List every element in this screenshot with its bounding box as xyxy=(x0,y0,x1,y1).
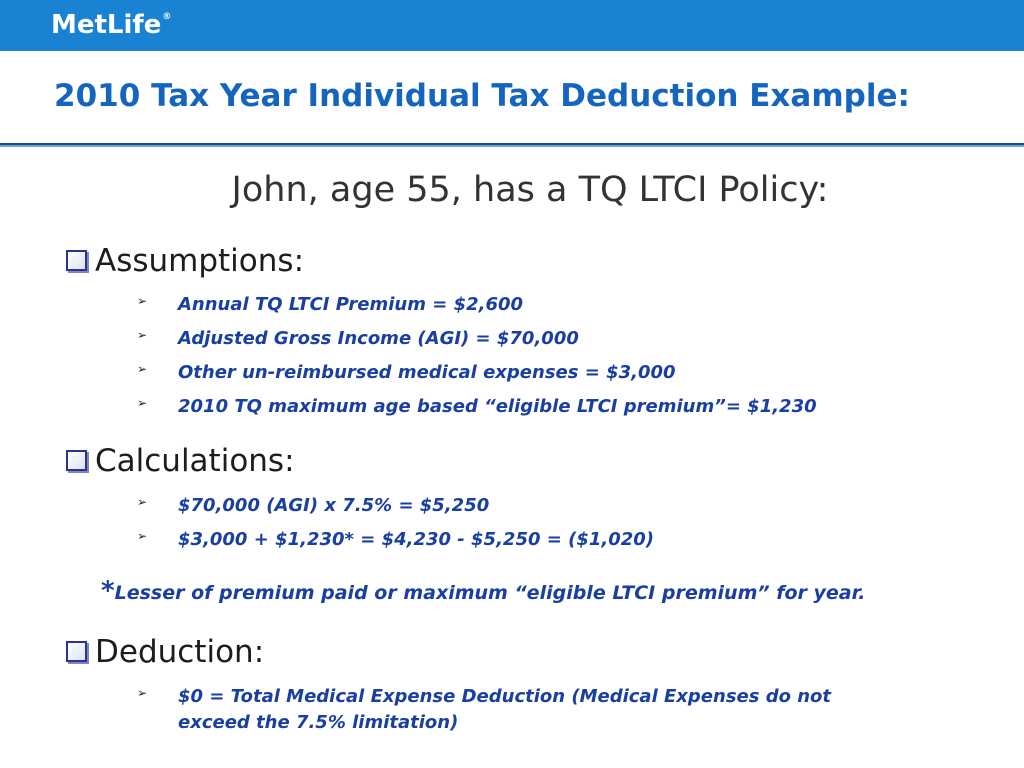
section-heading: Deduction: xyxy=(95,634,265,670)
footnote-text: Lesser of premium paid or maximum “eligi… xyxy=(114,582,866,604)
section-heading: Calculations: xyxy=(95,443,295,479)
arrowhead-icon: ➢ xyxy=(137,328,148,342)
metlife-logo: MetLife® xyxy=(51,10,171,40)
checkbox-icon xyxy=(66,450,87,471)
checkbox-icon xyxy=(66,641,87,662)
section-deduction: Deduction: xyxy=(66,634,264,670)
footnote-marker: * xyxy=(101,576,115,606)
arrowhead-icon: ➢ xyxy=(137,495,148,509)
section-calculations: Calculations: xyxy=(66,443,295,479)
checkbox-icon xyxy=(66,250,87,271)
registered-mark: ® xyxy=(162,12,172,22)
footnote: *Lesser of premium paid or maximum “elig… xyxy=(101,576,866,606)
arrowhead-icon: ➢ xyxy=(137,396,148,410)
title-divider xyxy=(0,143,1024,147)
header-bar: MetLife® xyxy=(0,0,1024,51)
arrowhead-icon: ➢ xyxy=(137,686,148,700)
slide-subtitle: John, age 55, has a TQ LTCI Policy: xyxy=(231,170,829,210)
section-heading: Assumptions: xyxy=(95,243,305,279)
logo-text: MetLife xyxy=(51,10,162,40)
arrowhead-icon: ➢ xyxy=(137,362,148,376)
arrowhead-icon: ➢ xyxy=(137,294,148,308)
section-assumptions: Assumptions: xyxy=(66,243,304,279)
arrowhead-icon: ➢ xyxy=(137,529,148,543)
slide-title: 2010 Tax Year Individual Tax Deduction E… xyxy=(54,78,910,114)
